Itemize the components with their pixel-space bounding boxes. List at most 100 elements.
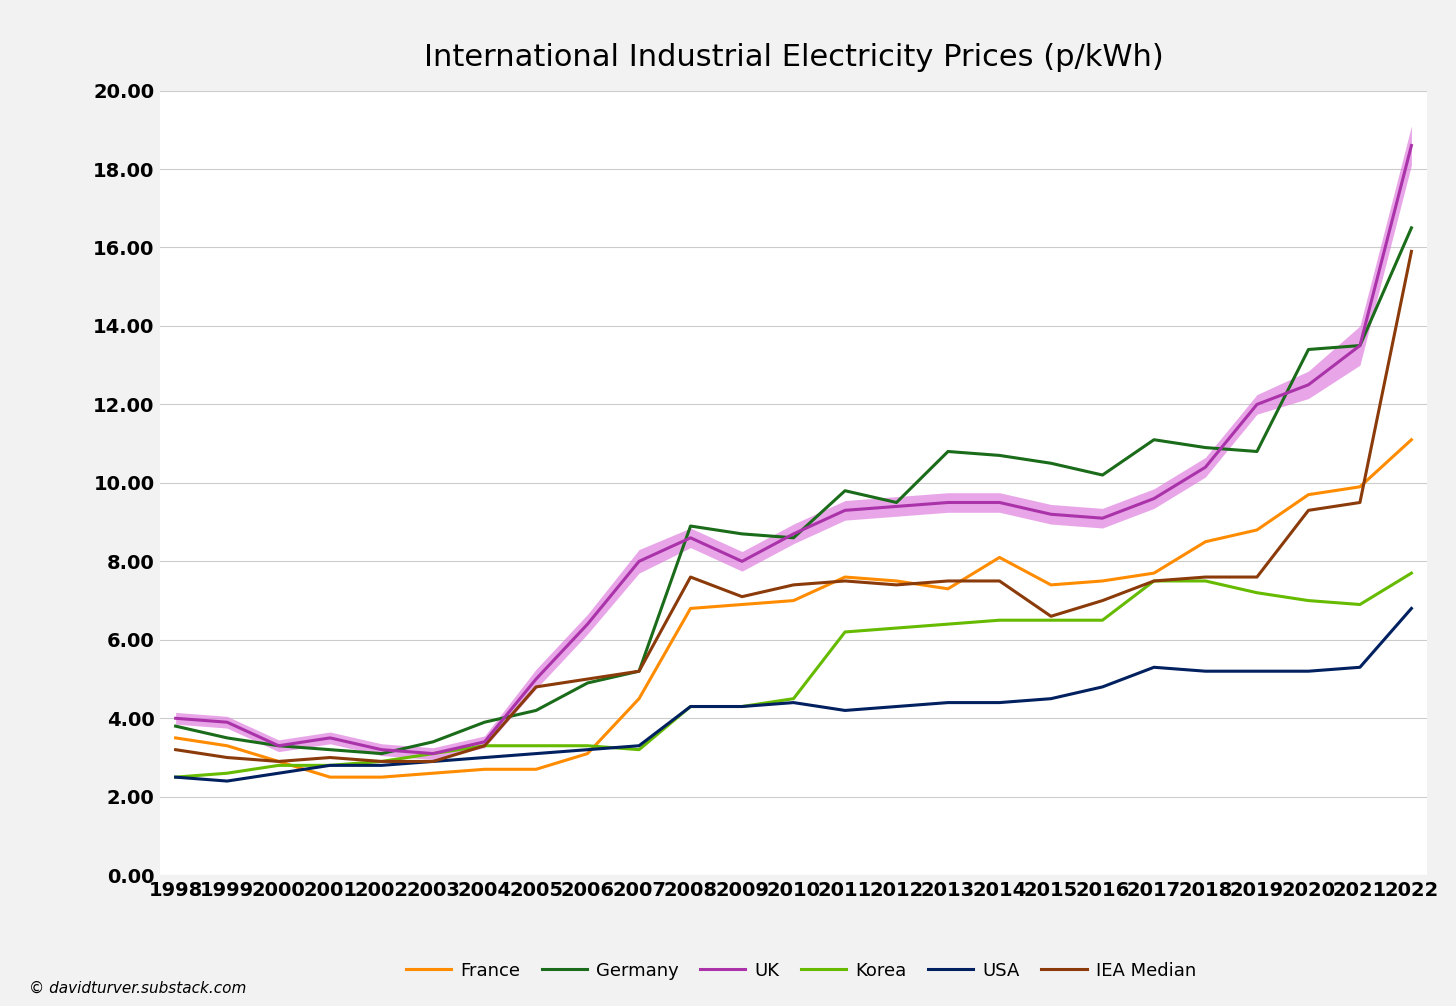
France <box>373 771 390 783</box>
France <box>734 599 751 611</box>
Korea <box>269 760 287 772</box>
Germany <box>1146 434 1163 446</box>
France <box>1300 489 1318 501</box>
IEA Median <box>527 681 545 693</box>
Korea <box>1248 586 1265 599</box>
USA <box>734 700 751 712</box>
USA <box>939 696 957 708</box>
UK <box>734 555 751 567</box>
Germany <box>888 497 906 509</box>
Germany <box>836 485 853 497</box>
France <box>1042 578 1060 591</box>
IEA Median <box>373 756 390 768</box>
Korea <box>1351 599 1369 611</box>
Germany <box>990 450 1008 462</box>
UK <box>836 504 853 516</box>
USA <box>888 700 906 712</box>
IEA Median <box>579 673 597 685</box>
UK <box>424 747 441 760</box>
USA <box>1351 661 1369 673</box>
Korea <box>990 614 1008 626</box>
USA <box>1093 681 1111 693</box>
Korea <box>218 768 236 780</box>
Germany <box>1300 343 1318 355</box>
USA <box>1300 665 1318 677</box>
UK <box>630 555 648 567</box>
UK <box>373 743 390 756</box>
Germany <box>1042 457 1060 469</box>
France <box>990 551 1008 563</box>
Line: France: France <box>176 440 1411 777</box>
Germany <box>579 677 597 689</box>
Germany <box>1248 446 1265 458</box>
UK <box>218 716 236 728</box>
Korea <box>527 739 545 751</box>
Line: USA: USA <box>176 609 1411 781</box>
USA <box>218 775 236 787</box>
Germany <box>785 532 802 544</box>
France <box>888 574 906 586</box>
France <box>322 771 339 783</box>
Germany <box>939 446 957 458</box>
USA <box>373 760 390 772</box>
IEA Median <box>630 665 648 677</box>
Korea <box>373 756 390 768</box>
USA <box>990 696 1008 708</box>
IEA Median <box>1146 574 1163 586</box>
Germany <box>1093 469 1111 481</box>
France <box>424 768 441 780</box>
France <box>1093 574 1111 586</box>
Germany <box>527 704 545 716</box>
Germany <box>218 732 236 744</box>
Korea <box>579 739 597 751</box>
UK <box>1093 512 1111 524</box>
Germany <box>1351 340 1369 352</box>
USA <box>269 768 287 780</box>
Korea <box>424 747 441 760</box>
IEA Median <box>1402 245 1420 258</box>
IEA Median <box>167 743 185 756</box>
France <box>630 692 648 704</box>
Korea <box>888 622 906 634</box>
France <box>269 756 287 768</box>
IEA Median <box>322 751 339 764</box>
Germany <box>322 743 339 756</box>
France <box>836 571 853 583</box>
France <box>527 764 545 776</box>
Korea <box>1402 567 1420 579</box>
UK <box>476 735 494 747</box>
Korea <box>785 692 802 704</box>
France <box>1248 524 1265 536</box>
Text: © davidturver.substack.com: © davidturver.substack.com <box>29 981 246 996</box>
Germany <box>476 716 494 728</box>
Germany <box>1402 222 1420 234</box>
Korea <box>322 760 339 772</box>
UK <box>888 500 906 512</box>
Germany <box>269 739 287 751</box>
France <box>1402 434 1420 446</box>
IEA Median <box>1248 571 1265 583</box>
Legend: France, Germany, UK, Korea, USA, IEA Median: France, Germany, UK, Korea, USA, IEA Med… <box>399 955 1203 987</box>
Line: UK: UK <box>176 146 1411 753</box>
Korea <box>734 700 751 712</box>
France <box>681 603 699 615</box>
France <box>1146 567 1163 579</box>
USA <box>785 696 802 708</box>
UK <box>939 497 957 509</box>
IEA Median <box>1042 611 1060 623</box>
IEA Median <box>939 574 957 586</box>
Korea <box>939 618 957 630</box>
UK <box>1146 493 1163 505</box>
Korea <box>836 626 853 638</box>
Line: Korea: Korea <box>176 573 1411 777</box>
UK <box>785 528 802 540</box>
USA <box>630 739 648 751</box>
UK <box>579 618 597 630</box>
France <box>218 739 236 751</box>
USA <box>322 760 339 772</box>
USA <box>681 700 699 712</box>
IEA Median <box>218 751 236 764</box>
Korea <box>1093 614 1111 626</box>
UK <box>990 497 1008 509</box>
Korea <box>1300 595 1318 607</box>
